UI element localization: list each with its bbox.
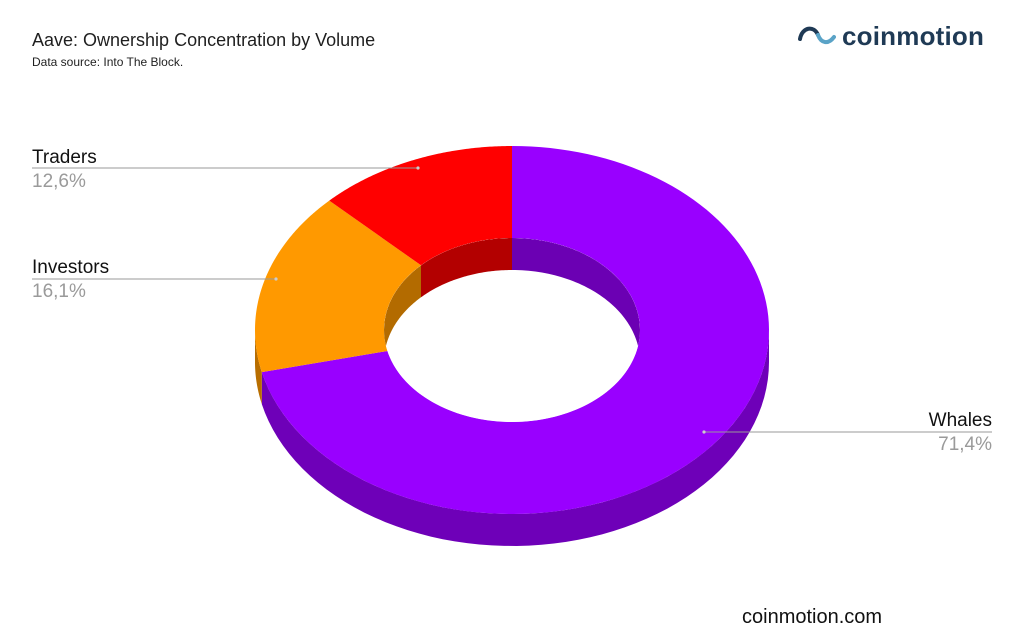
brand-name: coinmotion bbox=[842, 20, 985, 51]
brand-logo: coinmotion bbox=[798, 20, 984, 52]
slice-label-investors: Investors bbox=[32, 257, 109, 278]
slice-whales bbox=[261, 146, 769, 514]
slice-traders bbox=[329, 146, 512, 266]
slice-value-traders: 12,6% bbox=[32, 171, 86, 192]
leader-dot-whales bbox=[702, 430, 706, 434]
slice-inner-wall-traders bbox=[420, 238, 512, 298]
slice-side-investors bbox=[255, 330, 262, 405]
coinmotion-logo-icon bbox=[798, 26, 836, 44]
slice-label-whales: Whales bbox=[929, 410, 992, 431]
chart-title: Aave: Ownership Concentration by Volume bbox=[32, 30, 376, 50]
footer-url: coinmotion.com bbox=[742, 606, 883, 628]
slice-side-whales bbox=[261, 330, 769, 546]
chart-subtitle: Data source: Into The Block. bbox=[32, 55, 184, 69]
slice-investors bbox=[255, 200, 421, 373]
slice-inner-wall-whales bbox=[512, 238, 640, 362]
slice-value-whales: 71,4% bbox=[938, 434, 992, 455]
slice-value-investors: 16,1% bbox=[32, 281, 86, 302]
leader-dot-traders bbox=[416, 166, 420, 170]
slice-inner-wall-investors bbox=[384, 265, 421, 362]
slice-label-traders: Traders bbox=[32, 147, 97, 168]
leader-dot-investors bbox=[274, 277, 278, 281]
donut-hole bbox=[384, 238, 640, 422]
